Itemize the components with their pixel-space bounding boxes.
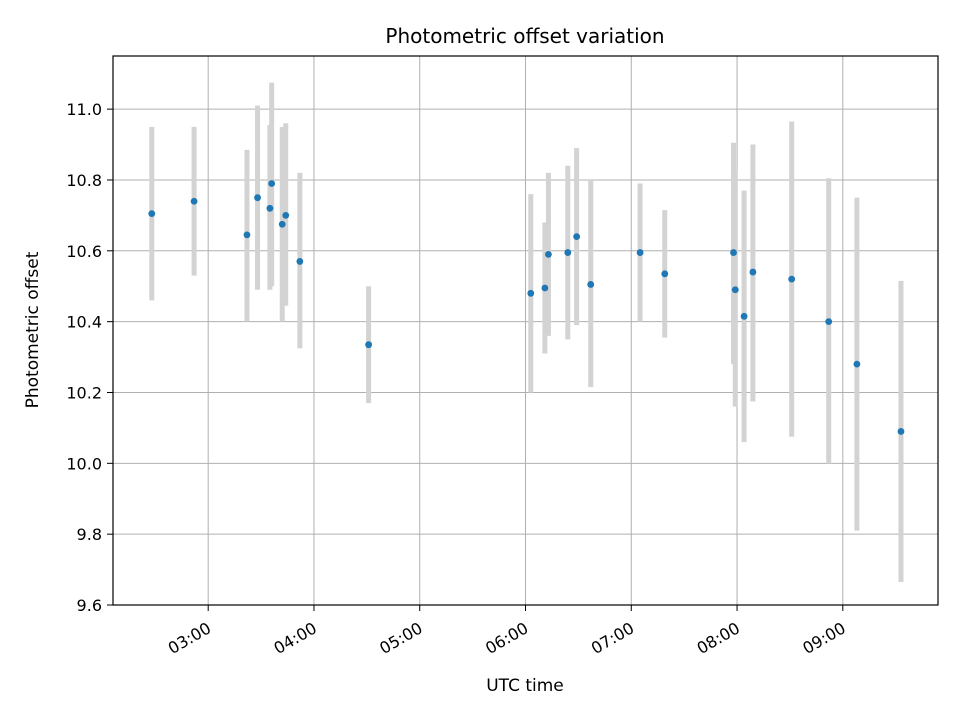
grid [113,56,938,606]
data-point [190,197,198,205]
y-tick-label: 10.0 [66,454,102,473]
data-point [148,210,156,218]
data-point [853,360,861,368]
data-point [825,318,833,326]
chart-title: Photometric offset variation [385,24,664,48]
data-point [731,286,739,294]
x-tick-label: 07:00 [588,618,637,658]
data-point [897,428,905,435]
x-tick-label: 04:00 [271,618,320,658]
y-tick-label: 11.0 [66,100,102,119]
y-tick-label: 10.6 [66,242,102,261]
data-point [661,270,669,278]
data-point [564,249,572,256]
y-tick-label: 9.6 [77,596,102,615]
data-point [278,220,286,228]
data-point [636,249,644,256]
data-point [243,231,251,239]
data-points [148,180,905,435]
data-point [282,211,290,219]
y-tick-label: 10.8 [66,171,102,190]
x-tick-label: 08:00 [694,618,743,658]
data-point [266,204,274,212]
data-point [545,250,552,258]
data-point [587,281,595,288]
x-tick-label: 05:00 [376,618,425,658]
x-tick-label: 03:00 [165,618,214,658]
data-point [541,284,549,292]
y-axis: 9.6 9.8 10.0 10.2 10.4 10.6 10.8 11.0 [66,100,113,615]
y-tick-label: 10.2 [66,383,102,402]
data-point [365,341,373,349]
data-point [740,312,748,320]
data-point [527,289,535,297]
x-tick-label: 06:00 [482,618,531,658]
data-point [254,194,261,202]
data-point [730,249,737,256]
data-point [268,180,276,187]
data-point [749,268,757,276]
x-tick-label: 09:00 [799,618,848,658]
error-bars [149,82,904,582]
x-axis: 03:00 04:00 05:00 06:00 07:00 08:00 09:00 [165,605,849,658]
data-point [788,275,796,283]
y-tick-label: 9.8 [77,525,102,544]
y-axis-label: Photometric offset [23,251,43,408]
x-axis-label: UTC time [486,676,564,696]
data-point [573,233,581,241]
y-tick-label: 10.4 [66,313,102,332]
data-point [296,258,304,265]
